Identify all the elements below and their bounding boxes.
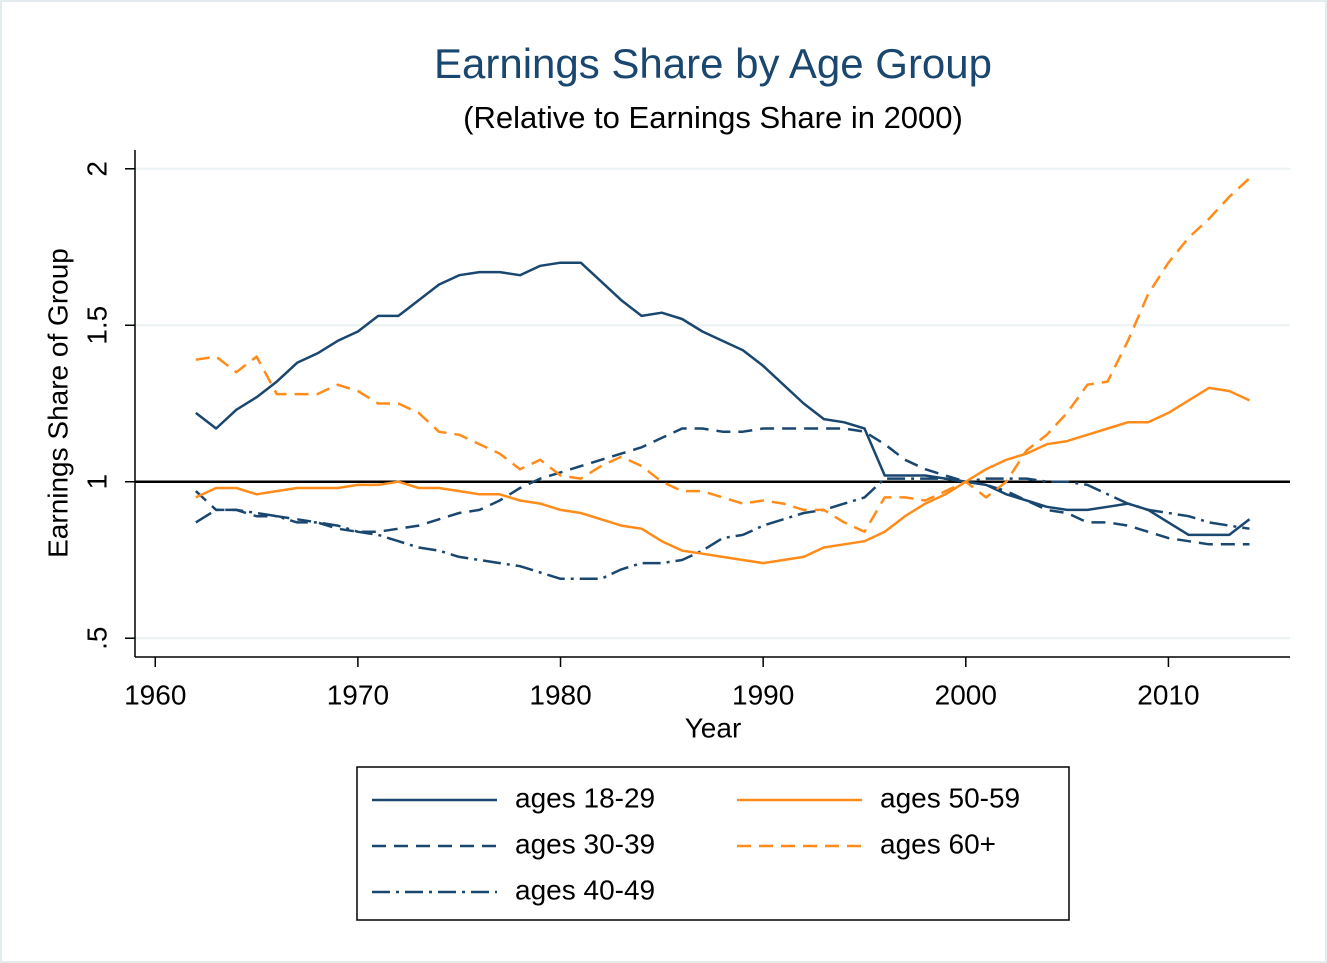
series-line xyxy=(195,177,1251,534)
legend-box xyxy=(356,766,1070,921)
legend-label: ages 40-49 xyxy=(515,874,655,905)
x-tick-label: 2010 xyxy=(1137,679,1199,710)
y-axis-title: Earnings Share of Group xyxy=(42,248,73,558)
series-line xyxy=(195,477,1250,581)
legend-label: ages 60+ xyxy=(880,828,996,859)
legend-label: ages 30-39 xyxy=(515,828,655,859)
y-tick-label: .5 xyxy=(81,627,112,650)
x-axis-title: Year xyxy=(685,712,742,743)
y-tick-label: 1.5 xyxy=(81,306,112,345)
chart-subtitle: (Relative to Earnings Share in 2000) xyxy=(463,100,963,135)
series-line xyxy=(195,386,1251,565)
chart-title: Earnings Share by Age Group xyxy=(434,40,992,87)
x-tick-label: 1960 xyxy=(124,679,186,710)
legend-label: ages 50-59 xyxy=(880,782,1020,813)
y-tick-label: 1 xyxy=(81,474,112,490)
y-tick-label: 2 xyxy=(81,161,112,177)
series-line xyxy=(194,427,1250,546)
x-tick-label: 1990 xyxy=(732,679,794,710)
x-tick-label: 2000 xyxy=(935,679,997,710)
legend-label: ages 18-29 xyxy=(515,782,655,813)
x-tick-label: 1980 xyxy=(529,679,591,710)
series-line xyxy=(195,261,1251,537)
x-tick-label: 1970 xyxy=(327,679,389,710)
